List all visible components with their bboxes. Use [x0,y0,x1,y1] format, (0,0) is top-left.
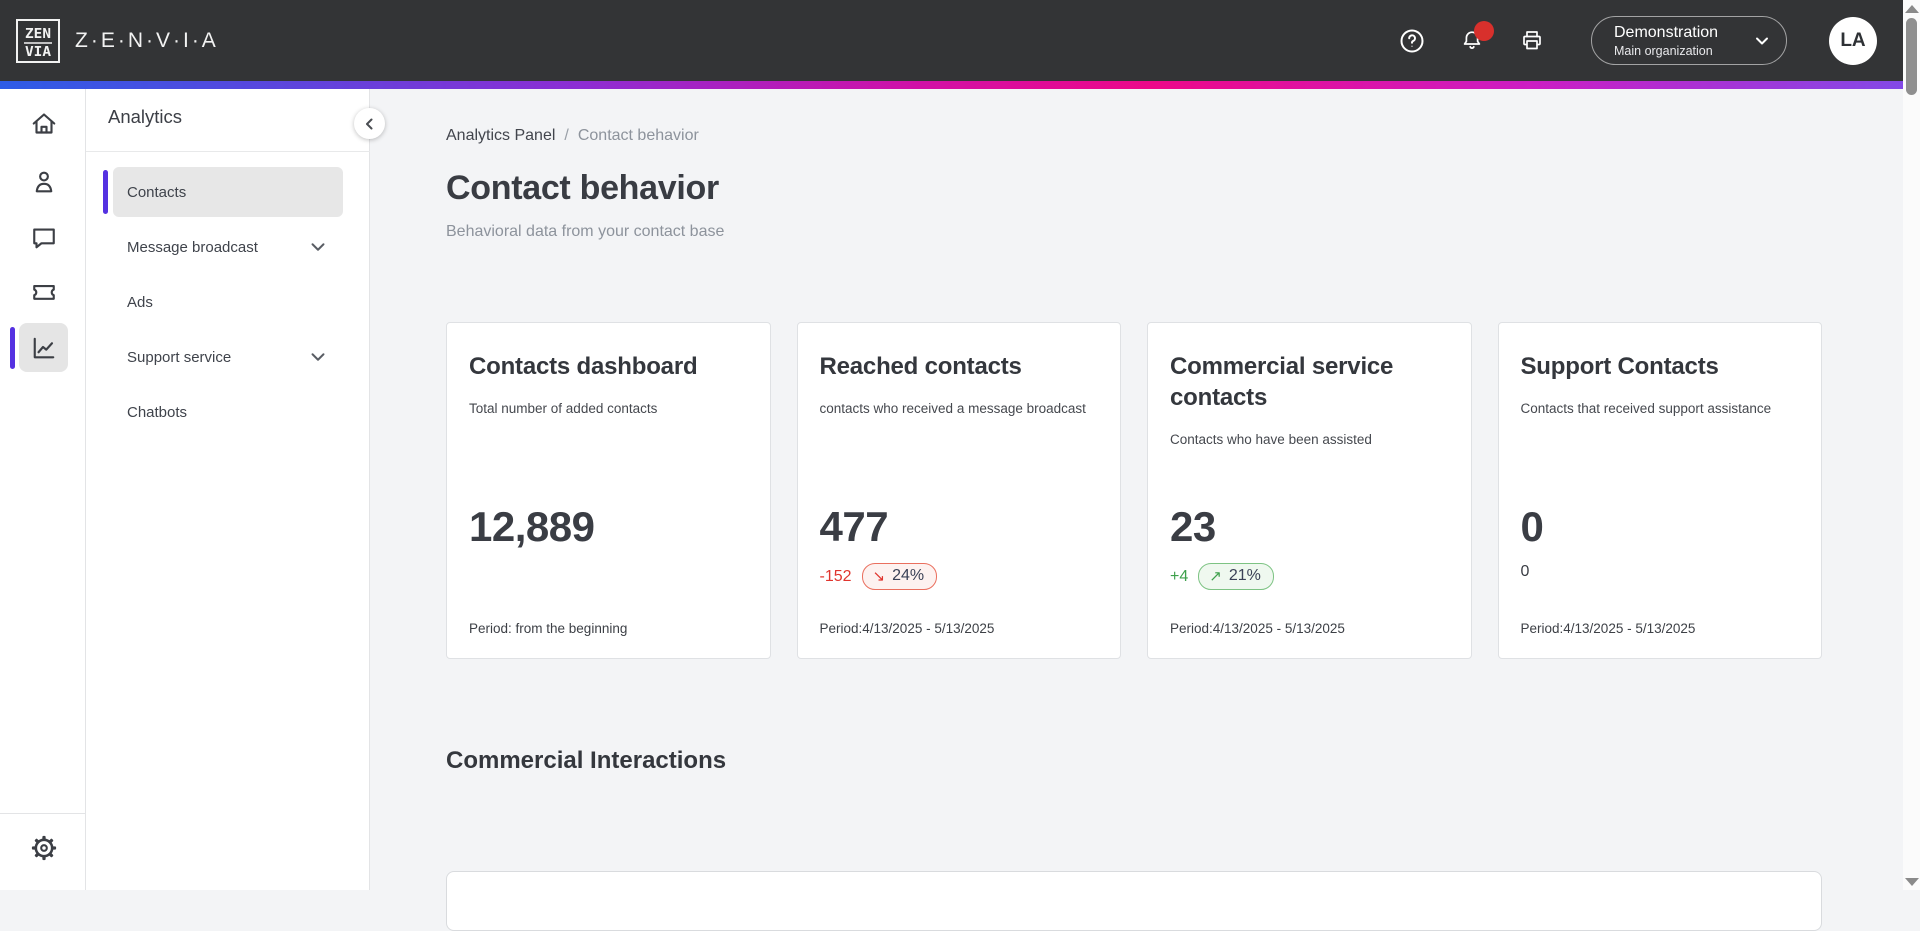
card-period: Period: from the beginning [469,621,628,636]
sidebar-item-chatbots[interactable]: Chatbots [113,387,343,437]
breadcrumb-analytics-panel[interactable]: Analytics Panel [446,127,556,144]
sidebar-divider [86,151,370,152]
notification-badge [1474,20,1494,41]
app-shell: Analytics Contacts Message broadcast Ads… [0,89,1920,931]
card-period: Period:4/13/2025 - 5/13/2025 [819,621,995,636]
rail-active-indicator [10,327,15,369]
card-value: 477 [819,503,889,550]
breadcrumb-separator: / [564,127,569,144]
chevron-down-icon [1756,37,1768,44]
chevron-left-icon [365,118,372,129]
rail-divider [0,813,86,814]
home-icon [32,112,55,134]
sidebar-item-ads[interactable]: Ads [113,277,343,327]
sidebar-item-contacts[interactable]: Contacts [103,167,343,217]
card-delta: -152 [819,567,852,585]
user-avatar[interactable]: LA [1829,16,1877,65]
card-delta: +4 [1170,567,1189,585]
card-delta: 0 [1520,563,1530,580]
sidebar-analytics: Analytics Contacts Message broadcast Ads… [86,89,370,890]
printer-icon [1523,31,1541,50]
print-button[interactable] [1519,28,1545,54]
page-title: Contact behavior [446,169,719,207]
ticket-icon [32,284,55,300]
card-title: Commercial service contacts [1170,353,1394,411]
trend-arrow-icon: ↗ [1209,568,1222,585]
commercial-interactions-card [446,871,1822,931]
notifications-button[interactable] [1459,20,1494,54]
rail-analytics-button[interactable] [19,323,68,372]
organization-switcher[interactable]: Demonstration Main organization [1591,16,1787,65]
card-value: 12,889 [469,503,595,550]
card-description: Contacts that received support assistanc… [1520,401,1772,416]
breadcrumb: Analytics Panel / Contact behavior [446,127,1903,145]
scrollbar-down-arrow[interactable] [1905,878,1919,886]
trend-badge: ↘ 24% [861,563,938,590]
sidebar-title: Analytics [108,106,183,127]
kpi-cards-row: Contacts dashboard Total number of added… [446,322,1822,659]
page-subtitle: Behavioral data from your contact base [446,223,725,240]
card-period: Period:4/13/2025 - 5/13/2025 [1520,621,1696,636]
sidebar-menu: Contacts Message broadcast Ads Support s… [103,167,343,437]
card-description: contacts who received a message broadcas… [819,401,1086,416]
trend-arrow-icon: ↘ [872,568,886,585]
trend-percent: 21% [1228,567,1261,584]
brand-gradient-bar [0,81,1920,89]
card-contacts-dashboard: Contacts dashboard Total number of added… [446,322,771,659]
gear-icon [31,835,56,860]
card-title: Reached contacts [819,353,1022,380]
svg-text:ZEN: ZEN [25,27,51,42]
sidebar-item-label: Support service [127,348,232,366]
sidebar-active-indicator [103,170,108,214]
card-value: 0 [1520,503,1544,550]
sidebar-item-label: Ads [127,293,153,311]
help-button[interactable] [1399,28,1425,54]
line-chart-icon [33,337,54,358]
sidebar-item-label: Message broadcast [127,238,258,256]
organization-subtitle: Main organization [1614,43,1713,58]
rail-tickets-button[interactable] [19,267,68,316]
card-support-contacts: Support Contacts Contacts that received … [1497,322,1822,659]
sidebar-item-label: Contacts [127,183,187,201]
card-value: 23 [1170,503,1216,550]
brand-wordmark: Z·E·N·V·I·A [75,28,219,52]
section-title-commercial-interactions: Commercial Interactions [446,747,727,774]
card-description: Total number of added contacts [469,401,658,416]
rail-contacts-button[interactable] [19,157,68,206]
page-scrollbar[interactable] [1903,0,1920,890]
organization-name: Demonstration [1614,23,1719,41]
sidebar-item-support-service[interactable]: Support service [113,332,343,382]
chevron-down-icon [311,243,325,251]
main-content: Analytics Panel / Contact behavior Conta… [371,89,1903,931]
brand: ZEN VIA Z·E·N·V·I·A [14,17,219,65]
card-period: Period:4/13/2025 - 5/13/2025 [1170,621,1345,636]
scrollbar-up-arrow[interactable] [1905,5,1919,13]
chat-icon [32,227,55,248]
card-title: Contacts dashboard [469,353,698,380]
zenvia-logo-icon: ZEN VIA [16,18,60,63]
breadcrumb-current: Contact behavior [577,127,699,144]
person-icon [35,171,52,192]
top-bar: ZEN VIA Z·E·N·V·I·A [0,0,1920,81]
card-title: Support Contacts [1520,353,1719,380]
sidebar-collapse-button[interactable] [354,108,385,139]
rail-settings-button[interactable] [19,823,68,872]
icon-rail [0,89,86,890]
scrollbar-thumb[interactable] [1906,18,1917,95]
card-description: Contacts who have been assisted [1170,432,1372,447]
rail-conversations-button[interactable] [19,213,68,262]
card-reached-contacts: Reached contacts contacts who received a… [796,322,1121,659]
trend-badge: ↗ 21% [1198,563,1274,590]
card-commercial-service-contacts: Commercial service contacts Contacts who… [1147,322,1472,659]
chevron-down-icon [311,353,325,361]
help-icon [1400,29,1424,52]
sidebar-item-label: Chatbots [127,403,188,421]
rail-home-button[interactable] [19,99,68,148]
svg-text:VIA: VIA [25,45,51,60]
trend-percent: 24% [892,567,925,584]
sidebar-item-message-broadcast[interactable]: Message broadcast [113,222,343,272]
top-bar-actions: Demonstration Main organization LA [1365,16,1877,65]
